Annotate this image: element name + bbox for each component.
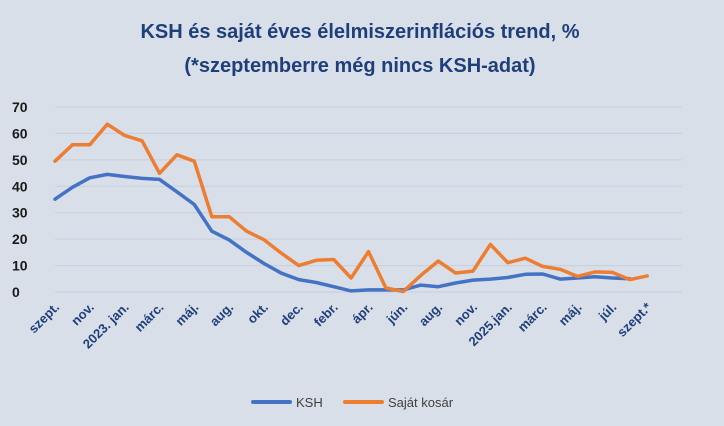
x-tick-label: aug. <box>416 300 446 330</box>
x-tick-label: aug. <box>207 300 237 330</box>
y-tick-label: 0 <box>12 284 20 300</box>
x-tick-label: márc. <box>515 300 550 335</box>
legend-label-sajat-kosar: Saját kosár <box>388 395 454 410</box>
y-tick-label: 30 <box>12 205 28 221</box>
x-tick-label: szept. <box>25 300 62 337</box>
y-tick-label: 70 <box>12 99 28 115</box>
series-lines <box>53 122 649 294</box>
y-tick-label: 50 <box>12 152 28 168</box>
x-tick-label: máj. <box>172 300 201 329</box>
x-tick-label: máj. <box>556 300 585 329</box>
x-tick-label: ápr. <box>349 300 376 327</box>
chart-title-line2: (*szeptemberre még nincs KSH-adat) <box>184 55 535 77</box>
y-axis-ticks: 0 10 20 30 40 50 60 70 <box>12 99 28 300</box>
x-tick-label: márc. <box>131 300 166 335</box>
gridlines <box>55 106 682 293</box>
x-tick-label: jún. <box>383 300 411 328</box>
x-tick-label: júl. <box>595 300 620 325</box>
series-line-sajat-kosar <box>53 122 649 294</box>
y-tick-label: 60 <box>12 125 28 141</box>
x-axis-ticks: szept. nov.2023. jan. márc. máj. aug. okt. dec… <box>25 299 654 352</box>
x-tick-label: dec. <box>277 300 306 329</box>
series-line-ksh <box>53 172 632 293</box>
chart-title-line1: KSH és saját éves élelmiszerinflációs tr… <box>140 21 579 43</box>
x-tick-label: nov. <box>68 300 97 329</box>
y-tick-label: 40 <box>12 178 28 194</box>
x-tick-label: febr. <box>311 300 341 330</box>
legend: KSH Saját kosár <box>251 395 454 410</box>
x-tick-label: szept.* <box>614 299 655 340</box>
x-tick-label: nov. <box>451 300 480 329</box>
y-tick-label: 20 <box>12 231 28 247</box>
legend-label-ksh: KSH <box>296 395 323 410</box>
y-tick-label: 10 <box>12 258 28 274</box>
x-tick-label: okt. <box>244 300 271 327</box>
